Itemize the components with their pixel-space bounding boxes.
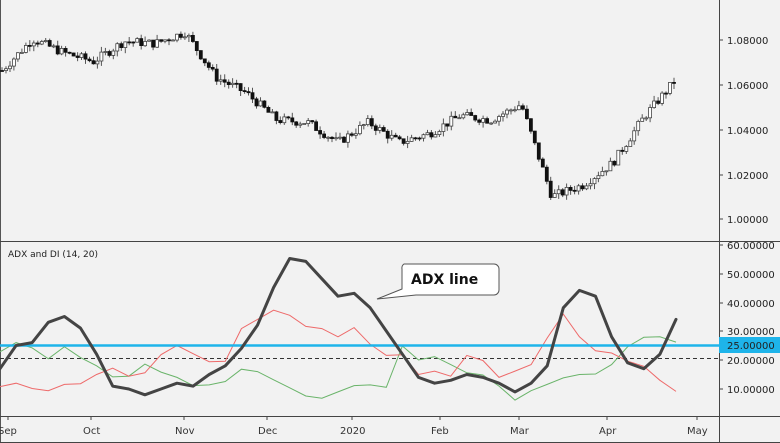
- x-tick-label: May: [687, 426, 708, 437]
- candlestick-series: [0, 31, 676, 200]
- price-tick-label: 1.00000: [727, 215, 768, 226]
- price-tick-label: 1.06000: [727, 81, 768, 92]
- indicator-tick-label: 20.00000: [727, 356, 775, 367]
- indicator-tick-label: 60.00000: [727, 241, 775, 252]
- x-tick-label: Dec: [258, 426, 277, 437]
- x-tick-label: Apr: [599, 426, 617, 437]
- x-tick-label: Oct: [83, 426, 100, 437]
- plus-di-line: [0, 309, 677, 392]
- x-axis: Sep Oct Nov Dec 2020 Feb Mar Apr May: [0, 416, 708, 437]
- indicator-tick-label: 10.00000: [727, 385, 775, 396]
- x-tick-label: Nov: [175, 426, 195, 437]
- indicator-y-axis: 60.00000 50.00000 40.00000 30.00000 20.0…: [719, 241, 775, 396]
- x-tick-label: Feb: [431, 426, 449, 437]
- level-25-label-bg: [719, 337, 780, 353]
- price-tick-label: 1.08000: [727, 36, 768, 47]
- x-tick-label: Sep: [0, 426, 17, 437]
- price-tick-label: 1.02000: [727, 171, 768, 182]
- adx-line: [0, 257, 678, 397]
- price-y-axis: 1.08000 1.06000 1.04000 1.02000 1.00000: [719, 36, 768, 226]
- level-25-label: 25.00000: [727, 341, 775, 352]
- indicator-tick-label: 30.00000: [727, 327, 775, 338]
- x-tick-label: Mar: [510, 426, 530, 437]
- indicator-title: ADX and DI (14, 20): [8, 250, 98, 260]
- callout-label: ADX line: [411, 272, 478, 288]
- x-tick-label: 2020: [340, 426, 365, 437]
- minus-di-line: [0, 336, 677, 401]
- price-tick-label: 1.04000: [727, 126, 768, 137]
- indicator-tick-label: 40.00000: [727, 299, 775, 310]
- indicator-tick-label: 50.00000: [727, 270, 775, 281]
- adx-callout: ADX line: [376, 263, 500, 300]
